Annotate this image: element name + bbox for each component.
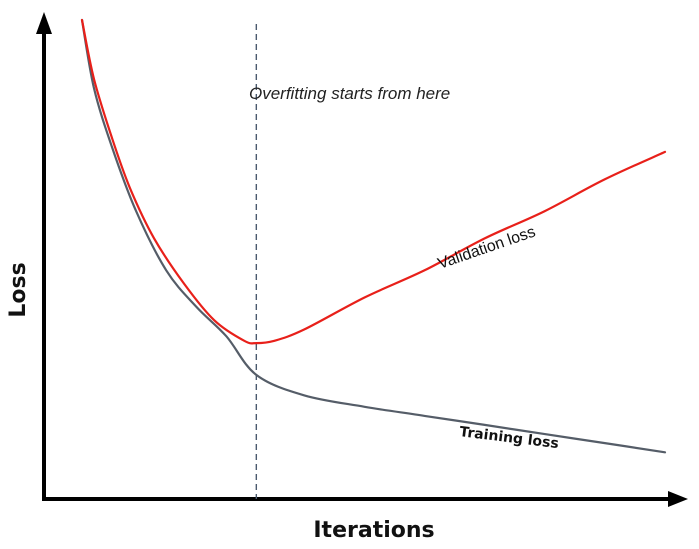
y-axis-arrowhead	[36, 12, 52, 34]
validation-loss-line	[80, 18, 667, 345]
training-loss-line	[80, 18, 667, 454]
overfitting-annotation: Overfitting starts from here	[249, 84, 450, 103]
x-axis-title: Iterations	[313, 518, 434, 543]
validation-loss-label: Validation loss	[436, 224, 538, 273]
y-axis-title: Loss	[6, 262, 31, 317]
x-axis-arrowhead	[668, 491, 688, 507]
chart-axes	[36, 12, 688, 507]
